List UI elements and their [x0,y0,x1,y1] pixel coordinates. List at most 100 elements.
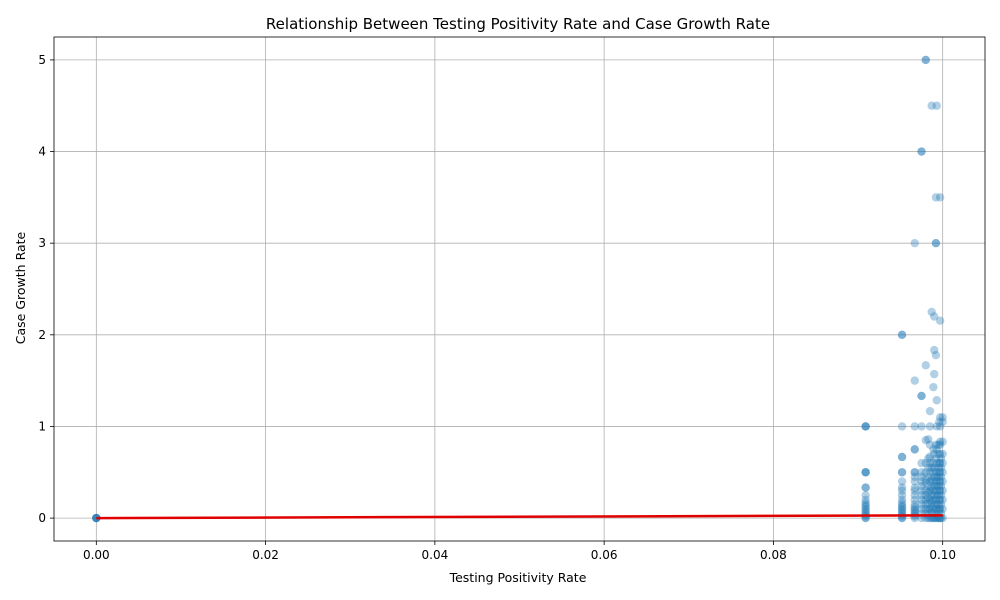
x-tick-label: 0.10 [929,548,956,562]
data-point [935,449,945,459]
data-point [938,477,947,486]
data-point [917,422,926,431]
data-point [917,486,926,495]
data-point [935,422,945,431]
data-point [897,330,907,340]
data-point [910,468,919,477]
data-point [861,422,870,431]
data-point [897,468,907,477]
data-point [897,502,907,512]
data-point [927,101,936,110]
data-point [910,495,919,504]
data-point [917,472,926,482]
data-point [861,500,870,510]
y-tick-label: 3 [38,236,46,250]
data-point [935,440,945,449]
data-point [910,502,919,512]
data-point [910,504,919,514]
data-point [924,472,933,482]
data-point [921,55,930,65]
data-point [927,497,936,506]
data-point [910,422,919,431]
data-point [917,495,926,504]
data-point [910,500,919,509]
data-point [931,193,941,202]
x-tick-label: 0.08 [760,548,787,562]
data-point [938,486,947,495]
y-axis-label: Case Growth Rate [13,231,28,344]
data-point [897,486,907,495]
data-point [932,481,941,491]
data-point [938,495,947,504]
data-point [925,440,935,449]
data-point [924,454,933,463]
data-point [910,486,919,495]
data-point [938,437,947,446]
data-point [934,481,943,491]
data-point [932,396,941,405]
data-point [897,452,907,462]
data-point [930,345,939,355]
data-point [917,458,926,468]
data-point [921,361,930,370]
data-point [927,475,936,484]
data-point [936,500,946,509]
data-point [861,422,870,431]
data-point [932,458,941,468]
data-point [935,495,944,504]
data-point [927,307,936,317]
data-point [931,495,941,504]
data-point [938,417,947,427]
data-point [935,504,944,514]
data-point [936,490,946,500]
data-point [910,472,919,482]
data-point [932,472,941,482]
data-point [931,477,941,486]
x-axis-label: Testing Positivity Rate [449,570,587,585]
y-tick-label: 1 [38,419,46,433]
data-point [925,422,935,431]
data-point [934,463,943,472]
data-point [925,504,935,514]
data-point [936,472,946,482]
data-point [929,458,938,468]
data-point [861,468,870,477]
data-point [935,486,945,495]
data-point [861,422,870,431]
data-point [897,422,907,431]
data-point [930,472,939,482]
data-point [897,490,907,500]
data-point [935,458,944,468]
data-point [897,483,907,492]
data-point [930,481,939,491]
y-tick-label: 2 [38,328,46,342]
data-point [932,490,941,500]
data-point [897,452,907,462]
data-point [921,479,930,488]
data-point [910,376,919,385]
data-point [861,468,870,477]
data-point [917,481,926,491]
data-point [917,391,926,401]
data-point [935,495,945,504]
data-point [925,486,935,495]
data-point [910,468,919,477]
data-point [910,445,919,454]
data-point [897,330,907,340]
data-point [929,445,938,454]
data-point [938,468,947,477]
data-point [921,486,930,495]
data-point [932,445,941,454]
data-point [931,350,941,360]
chart-title: Relationship Between Testing Positivity … [266,15,770,33]
data-point [934,472,943,482]
data-point [897,501,907,510]
data-point [917,500,926,509]
data-point [935,417,944,427]
data-point [921,55,930,65]
data-point [936,454,946,463]
data-point [921,500,930,509]
data-point [924,463,933,472]
data-point [897,495,907,504]
data-point [930,369,939,379]
